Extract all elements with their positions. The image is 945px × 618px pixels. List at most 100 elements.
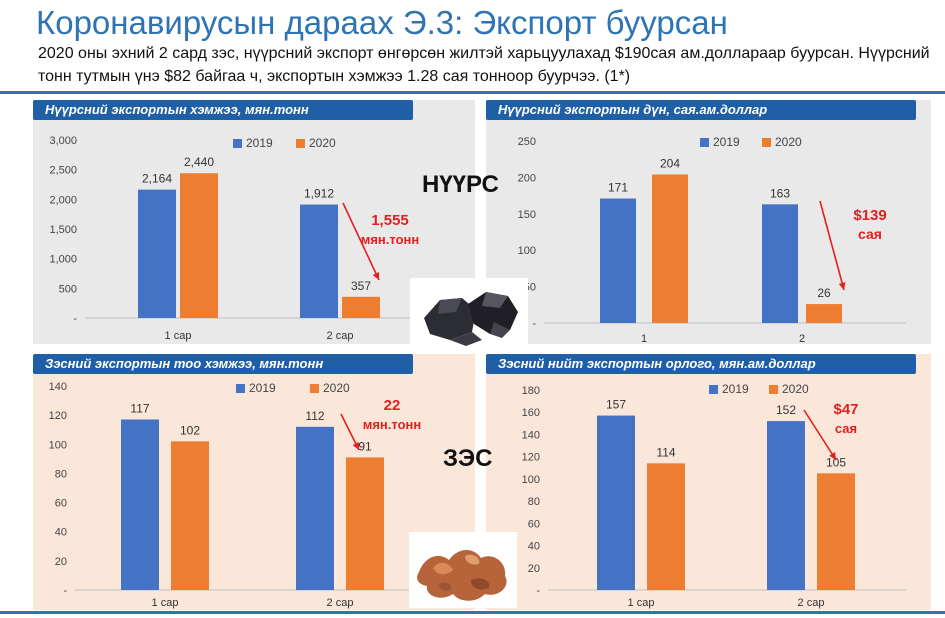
y-tick-label: 100: [518, 245, 536, 257]
y-tick-label: 40: [55, 527, 67, 539]
legend-label-2020: 2020: [775, 135, 802, 149]
bar-2020-2: [806, 304, 842, 323]
data-label: 163: [770, 186, 790, 200]
legend-label-2019: 2019: [246, 136, 273, 150]
x-tick-label: 2 сар: [798, 597, 825, 609]
coal-volume-bg: [33, 100, 475, 344]
data-label: 2,440: [184, 155, 214, 169]
copper-value-header: Зэсний нийт экспортын орлого, мян.ам.дол…: [486, 354, 916, 374]
trend-arrow-line: [803, 409, 837, 461]
data-label: 117: [130, 402, 149, 416]
trend-arrow-head: [838, 282, 846, 290]
y-tick-label: 1,000: [49, 254, 77, 266]
bar-2019-2: [296, 426, 334, 590]
legend-label-2020: 2020: [309, 136, 336, 150]
x-tick-label: 1 сар: [152, 597, 179, 609]
coal-value-header: Нүүрсний экспортын дүн, сая.ам.доллар: [486, 100, 916, 120]
data-label: 105: [826, 455, 846, 469]
copper-value-annotation: $47 сая: [806, 400, 886, 438]
legend-label-2019: 2019: [722, 382, 749, 396]
y-tick-label: -: [73, 313, 77, 325]
y-tick-label: 60: [55, 498, 67, 510]
y-tick-label: 100: [49, 439, 67, 451]
top-divider: [0, 91, 945, 94]
copper-value-chart: - 20 40 60 80 100 120 140 160 180 157 152 114 105 1 са…: [522, 382, 906, 609]
bar-2019-1: [138, 189, 176, 318]
y-tick-label: 20: [55, 556, 67, 568]
y-tick-label: 3,000: [49, 135, 77, 147]
x-tick-label: 1 сар: [628, 597, 655, 609]
coal-volume-annotation-value: 1,555: [371, 212, 409, 229]
y-tick-label: 20: [528, 563, 540, 575]
page-subtitle: 2020 оны эхний 2 сард зэс, нүүрсний эксп…: [38, 45, 930, 85]
bar-2020-1: [180, 173, 218, 318]
data-label: 152: [776, 403, 796, 417]
trend-arrow-head: [829, 452, 836, 460]
bar-2019-2: [767, 421, 805, 590]
y-tick-label: 500: [59, 283, 77, 295]
data-label: 357: [351, 279, 371, 293]
coal-volume-header: Нүүрсний экспортын хэмжээ, мян.тонн: [33, 100, 413, 120]
legend-swatch-2020: [296, 139, 305, 148]
legend-swatch-2020: [762, 138, 771, 147]
bar-2020-2: [346, 457, 384, 590]
legend-label-2020: 2020: [782, 382, 809, 396]
y-tick-label: 140: [522, 429, 540, 441]
legend-label-2020: 2020: [323, 381, 350, 395]
copper-value-bg: [486, 354, 931, 610]
data-label: 157: [606, 398, 626, 412]
trend-arrow-line: [342, 202, 380, 281]
page-title: Коронавирусын дараах Э.3: Экспорт буурса…: [36, 4, 728, 41]
copper-volume-chart: - 20 40 60 80 100 120 140 117 112 102 91 1 сар 2 сар 2…: [49, 381, 443, 609]
copper-volume-annotation-unit: мян.тонн: [362, 417, 422, 432]
y-tick-label: 200: [518, 172, 536, 184]
legend-label-2019: 2019: [249, 381, 276, 395]
x-tick-label: 1 сар: [165, 330, 192, 342]
data-label: 204: [660, 156, 680, 170]
coal-value-annotation-unit: сая: [858, 226, 882, 242]
coal-value-annotation: $139 сая: [830, 206, 910, 244]
bottom-divider: [0, 611, 945, 614]
coal-label: НҮҮРС: [422, 171, 499, 198]
copper-volume-annotation: 22 мян.тонн: [342, 396, 442, 434]
data-label: 2,164: [142, 172, 172, 186]
copper-volume-header: Зэсний экспортын тоо хэмжээ, мян.тонн: [33, 354, 413, 374]
bar-2020-1: [647, 463, 685, 590]
y-tick-label: 160: [522, 407, 540, 419]
copper-value-annotation-unit: сая: [834, 421, 858, 436]
bar-2019-1: [121, 419, 159, 590]
y-tick-label: 120: [522, 452, 540, 464]
y-tick-label: 120: [49, 410, 67, 422]
x-tick-label: 2 сар: [327, 330, 354, 342]
trend-arrow-head: [352, 442, 359, 450]
legend-swatch-2019: [700, 138, 709, 147]
legend-swatch-2019: [233, 139, 242, 148]
y-tick-label: 80: [528, 496, 540, 508]
legend-swatch-2019: [709, 385, 718, 394]
coal-value-annotation-value: $139: [853, 207, 887, 224]
coal-volume-chart: - 500 1,000 1,500 2,000 2,500 3,000 2,164 1,912 2…: [49, 135, 441, 342]
trend-arrow-line: [819, 200, 845, 291]
copper-value-annotation-value: $47: [833, 401, 859, 418]
y-tick-label: 60: [528, 518, 540, 530]
y-tick-label: 150: [518, 209, 536, 221]
y-tick-label: 180: [522, 385, 540, 397]
x-tick-label: 2 сар: [327, 597, 354, 609]
y-tick-label: 2,500: [49, 165, 77, 177]
coal-image: [410, 278, 528, 350]
data-label: 112: [305, 409, 324, 423]
copper-volume-annotation-value: 22: [383, 397, 401, 414]
data-label: 91: [358, 439, 372, 453]
y-tick-label: 250: [518, 136, 536, 148]
data-label: 1,912: [304, 187, 334, 201]
bar-2019-2: [300, 204, 338, 318]
x-tick-label: 2: [799, 333, 805, 344]
legend-swatch-2020: [310, 384, 319, 393]
x-tick-label: 1: [641, 333, 647, 344]
bar-2020-1: [171, 441, 209, 590]
data-label: 102: [180, 423, 200, 437]
y-tick-label: 40: [528, 541, 540, 553]
bar-2020-2: [817, 473, 855, 590]
data-label: 26: [817, 286, 831, 300]
